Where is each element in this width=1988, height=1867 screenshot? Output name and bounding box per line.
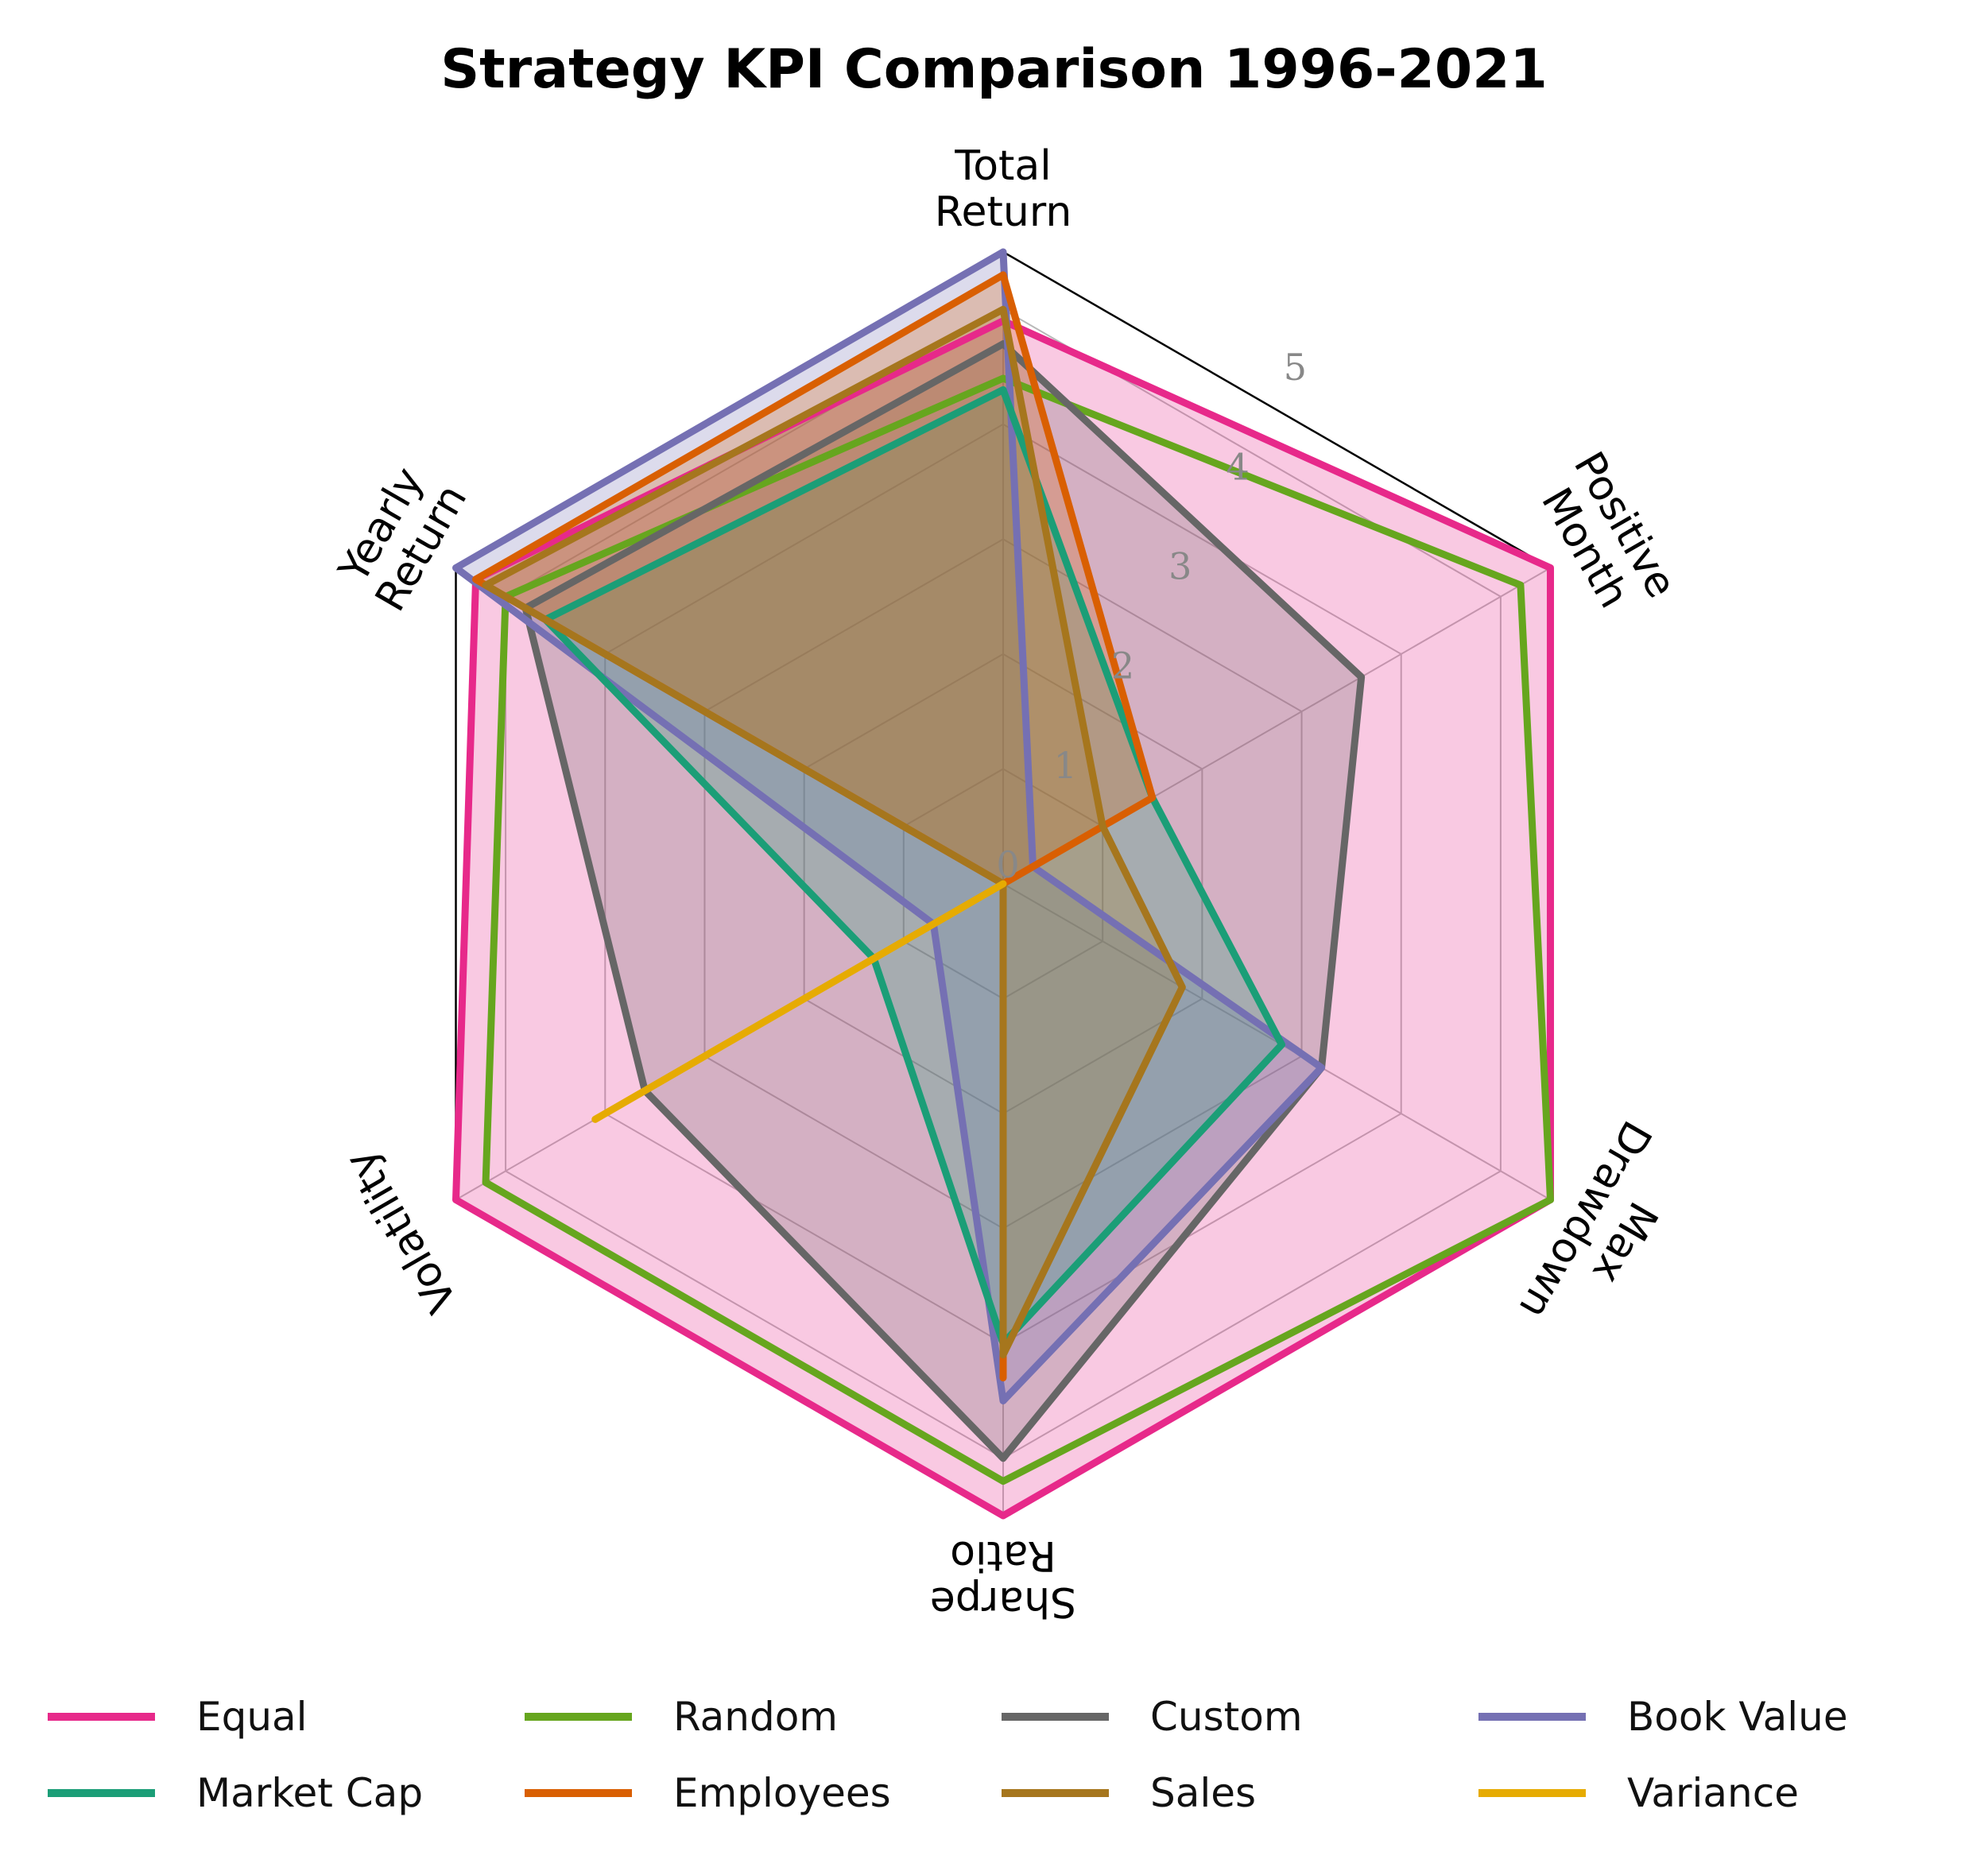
legend-label: Variance <box>1627 1770 1799 1816</box>
radar-chart: 012345TotalReturnPositiveMonthMaxDrawdow… <box>330 142 1685 1625</box>
legend-label: Book Value <box>1627 1694 1848 1740</box>
axis-label-line: Volatility <box>336 1142 467 1320</box>
legend-label: Equal <box>196 1694 308 1740</box>
legend-swatch <box>48 1713 155 1721</box>
series-fill <box>486 309 1183 1355</box>
legend-label: Random <box>673 1694 839 1740</box>
legend-swatch <box>48 1789 155 1797</box>
series-fill <box>545 389 1282 1344</box>
legend: Equal Random Custom Book Value Market Cap Emp… <box>48 1693 1955 1817</box>
series-lines <box>452 248 1554 1520</box>
legend-item: Employees <box>525 1769 1002 1817</box>
legend-swatch <box>1478 1789 1586 1797</box>
legend-item: Custom <box>1002 1693 1478 1741</box>
legend-item: Random <box>525 1693 1002 1741</box>
axis-label-line: Sharpe <box>930 1578 1076 1625</box>
legend-swatch <box>1002 1713 1109 1721</box>
radial-tick-label: 3 <box>1168 544 1192 587</box>
series-line <box>482 305 1186 1359</box>
radial-tick-label: 5 <box>1284 346 1307 389</box>
legend-label: Market Cap <box>196 1770 424 1816</box>
legend-label: Sales <box>1150 1770 1257 1816</box>
series-line <box>591 880 1007 1123</box>
radial-tick-label: 2 <box>1111 645 1134 688</box>
legend-item: Equal <box>48 1693 525 1741</box>
axis-label-line: Return <box>935 188 1072 236</box>
series-fill <box>475 274 1153 1378</box>
axis-label-line: Total <box>954 142 1051 190</box>
axis-label: Volatility <box>336 1142 467 1320</box>
radial-tick-label: 4 <box>1226 445 1249 488</box>
legend-swatch <box>525 1789 632 1797</box>
radial-tick-label: 1 <box>1054 744 1077 787</box>
chart-title: Strategy KPI Comparison 1996-2021 <box>440 38 1548 101</box>
legend-item: Book Value <box>1478 1693 1955 1741</box>
series-fill <box>455 252 1322 1401</box>
radial-tick-label: 0 <box>996 843 1019 886</box>
legend-label: Custom <box>1150 1694 1303 1740</box>
legend-swatch <box>525 1713 632 1721</box>
series-line <box>472 271 1157 1382</box>
legend-item: Market Cap <box>48 1769 525 1817</box>
legend-swatch <box>1002 1789 1109 1797</box>
legend-item: Sales <box>1002 1769 1478 1817</box>
legend-item: Variance <box>1478 1769 1955 1817</box>
axis-label-line: Ratio <box>950 1532 1056 1579</box>
legend-label: Employees <box>673 1770 891 1816</box>
legend-swatch <box>1478 1713 1586 1721</box>
